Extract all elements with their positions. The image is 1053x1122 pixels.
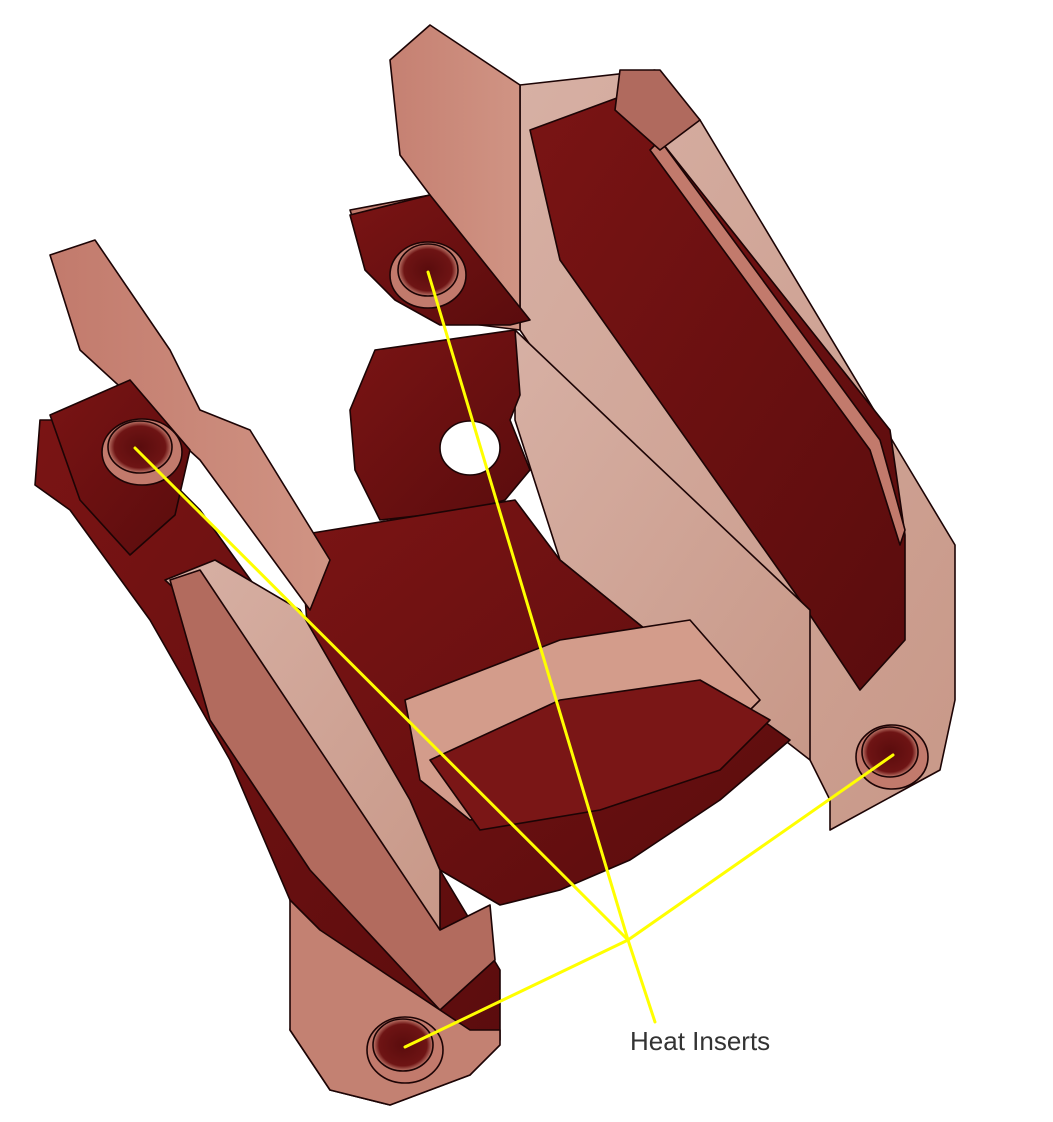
heat-insert-left (101, 418, 183, 486)
heat-insert-bottom (366, 1016, 444, 1084)
leader-to-right-insert (626, 753, 895, 942)
saddle-inner (429, 679, 771, 831)
through-hole (439, 420, 501, 476)
leader-lines (133, 270, 895, 1049)
leader-to-bottom-insert (403, 938, 630, 1049)
leader-to-top-insert (426, 270, 630, 942)
part-body (34, 24, 956, 1106)
left-arm-bottom-face (289, 899, 501, 1106)
right-wall-lip (649, 139, 906, 546)
leader-stem (626, 938, 657, 1024)
heat-inserts-label: Heat Inserts (630, 1026, 771, 1056)
leader-to-left-insert (133, 446, 630, 942)
top-right-tab (614, 69, 701, 151)
central-boss (349, 329, 531, 521)
left-arm-rib (169, 569, 496, 1011)
